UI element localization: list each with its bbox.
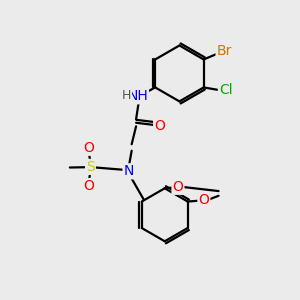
Text: Cl: Cl <box>219 83 232 98</box>
Text: O: O <box>172 180 183 194</box>
Text: O: O <box>154 119 165 133</box>
Text: S: S <box>86 160 95 174</box>
Text: Br: Br <box>217 44 232 58</box>
Text: N: N <box>124 164 134 178</box>
Text: O: O <box>83 141 94 155</box>
Text: O: O <box>198 193 209 207</box>
Text: O: O <box>83 179 94 193</box>
Text: H: H <box>122 88 131 102</box>
Text: NH: NH <box>127 89 148 103</box>
